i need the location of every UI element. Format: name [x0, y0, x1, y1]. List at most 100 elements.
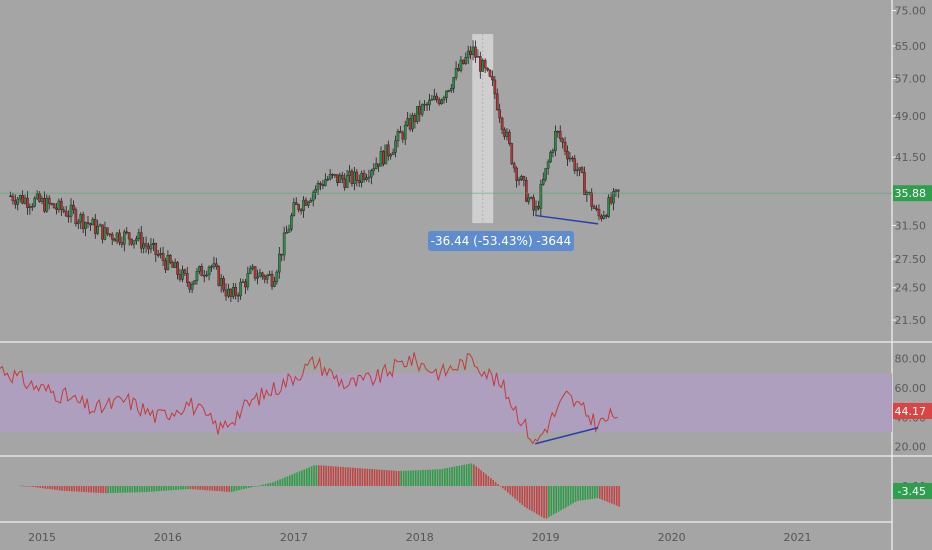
- macd-bar: [485, 474, 487, 486]
- candle-body: [62, 209, 66, 212]
- macd-bar: [187, 486, 189, 490]
- candle-body: [212, 263, 216, 267]
- macd-bar: [598, 486, 601, 499]
- candle-body: [408, 118, 412, 130]
- macd-bar: [368, 468, 371, 486]
- candle-body: [396, 130, 400, 142]
- macd-bar: [579, 486, 582, 501]
- macd-bar: [134, 486, 136, 493]
- candle-body: [38, 193, 41, 202]
- candle-body: [101, 224, 104, 240]
- candle-body: [590, 192, 594, 207]
- candle-body: [302, 199, 305, 212]
- candle-body: [181, 269, 184, 280]
- macd-bar: [506, 486, 509, 493]
- candle-body: [185, 273, 189, 283]
- candle-body: [217, 266, 221, 286]
- macd-bar: [572, 486, 574, 504]
- measure-badge: [428, 231, 574, 251]
- candle-body: [45, 197, 49, 212]
- candle-body: [425, 103, 429, 106]
- candle-body: [130, 238, 133, 245]
- macd-bar: [257, 485, 260, 487]
- candle-body: [464, 57, 468, 64]
- candle-body: [98, 224, 102, 227]
- macd-bar: [342, 467, 344, 486]
- candle-body: [67, 215, 70, 218]
- macd-bar: [448, 467, 451, 486]
- macd-bar: [240, 486, 243, 490]
- candle-body: [546, 161, 550, 169]
- macd-bar: [308, 467, 310, 486]
- candle-body: [331, 173, 334, 176]
- candle-body: [406, 118, 409, 126]
- macd-bar: [286, 476, 289, 486]
- rsi-last-value: 44.17: [895, 405, 927, 418]
- macd-bar: [596, 486, 599, 499]
- macd-bar: [439, 469, 441, 486]
- candle-body: [234, 287, 238, 296]
- candle-body: [469, 50, 472, 56]
- rsi-divergence-trendline[interactable]: [535, 426, 599, 445]
- measure-label[interactable]: -36.44 (-53.43%) -3644: [428, 231, 574, 251]
- candle-body: [123, 231, 126, 245]
- candle-body: [307, 201, 310, 206]
- candle-body: [432, 95, 436, 100]
- macd-bar: [209, 486, 211, 491]
- macd-bar: [250, 486, 252, 488]
- macd-bar: [20, 485, 22, 486]
- candle-body: [386, 144, 390, 157]
- candle-body: [215, 263, 218, 267]
- candle-body: [292, 202, 296, 216]
- macd-bar: [502, 486, 504, 489]
- macd-bar: [400, 470, 402, 486]
- macd-bar: [327, 465, 330, 486]
- candle-body: [103, 227, 107, 240]
- candle-body: [144, 243, 148, 247]
- macd-bar: [66, 486, 68, 492]
- macd-bar: [470, 463, 473, 486]
- time-tick-label: 2017: [280, 531, 308, 544]
- time-axis-ticks: 2015 2016 2017 2018 2019 2020 2021: [28, 531, 812, 544]
- candle-body: [21, 195, 24, 204]
- candle-body: [139, 232, 143, 249]
- macd-bar: [347, 467, 349, 486]
- candle-body: [471, 46, 475, 56]
- macd-bar: [434, 469, 436, 486]
- macd-bar: [114, 486, 117, 493]
- candle-body: [403, 124, 407, 140]
- measure-tool[interactable]: [472, 34, 494, 224]
- macd-bar: [201, 486, 204, 490]
- candle-body: [231, 287, 235, 297]
- candle-body: [575, 169, 579, 172]
- macd-bar: [51, 486, 54, 490]
- candle-body: [297, 204, 300, 211]
- macd-bar: [528, 486, 531, 510]
- candle-body: [384, 144, 388, 165]
- candle-body: [512, 163, 516, 169]
- macd-bar: [73, 486, 76, 492]
- candle-body: [435, 95, 439, 101]
- candle-body: [152, 243, 155, 245]
- support-trendline[interactable]: [535, 214, 599, 225]
- macd-bar: [509, 486, 511, 495]
- macd-bar: [482, 472, 485, 486]
- macd-bar: [90, 486, 93, 493]
- candle-body: [72, 204, 75, 210]
- macd-bar: [441, 468, 444, 486]
- macd-bar: [163, 486, 165, 491]
- candle-body: [418, 106, 422, 115]
- macd-bar: [288, 475, 291, 486]
- candle-body: [517, 179, 521, 181]
- candle-body: [428, 99, 431, 106]
- candle-body: [488, 69, 492, 77]
- macd-bar: [199, 486, 201, 490]
- macd-bar: [255, 486, 257, 487]
- candle-body: [55, 207, 58, 210]
- macd-bar: [582, 486, 584, 501]
- candle-body: [343, 178, 346, 188]
- macd-bar: [443, 468, 446, 486]
- macd-bar: [531, 486, 533, 512]
- candle-body: [11, 195, 15, 202]
